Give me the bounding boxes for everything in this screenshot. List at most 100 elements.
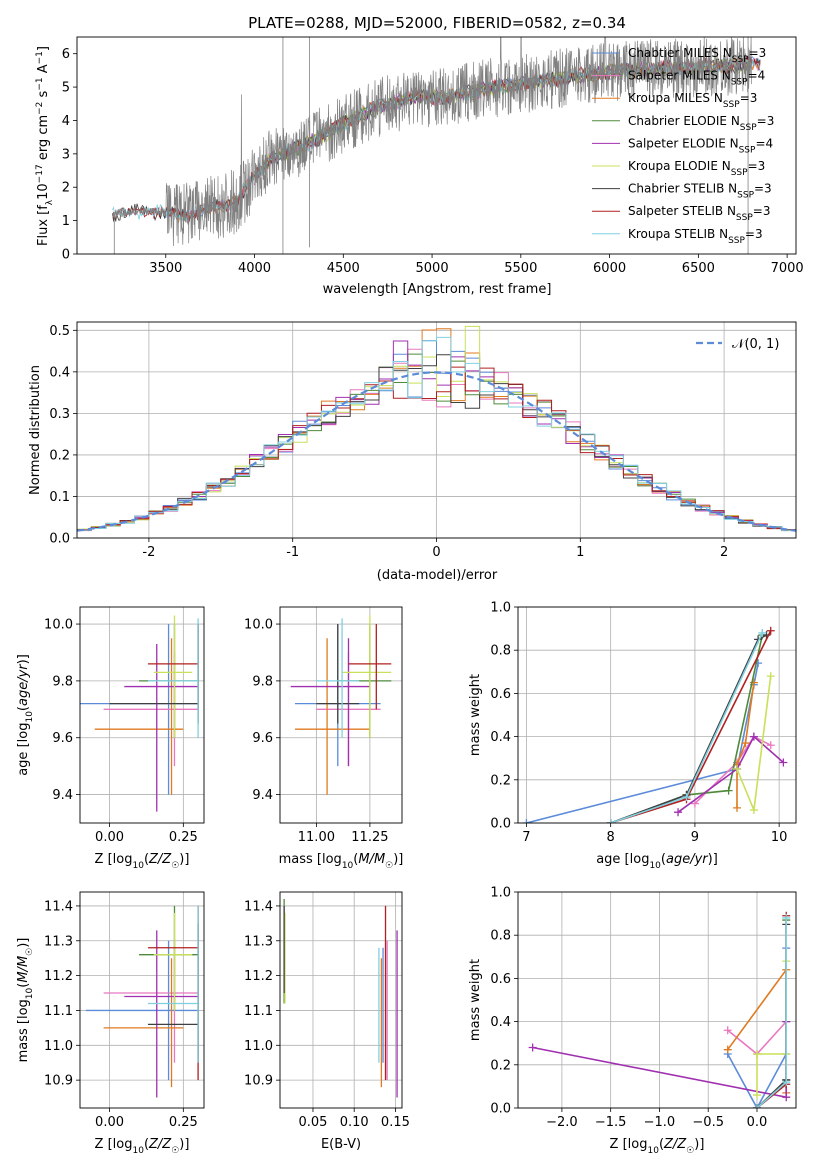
y-tick-label: 10.9: [244, 1074, 273, 1089]
legend-label: Chabrier STELIB NSSP=3: [628, 182, 772, 201]
label-part: ☉: [385, 861, 393, 871]
plot-area: [522, 626, 788, 823]
y-tick-label: 9.6: [52, 731, 73, 746]
weight-marker: [749, 806, 758, 815]
y-axis-label: mass [log10(M/M☉)]: [16, 938, 35, 1063]
weight-line: [756, 915, 787, 1108]
legend-label: Kroupa STELIB NSSP=3: [628, 227, 763, 246]
x-axis-label: (data-model)/error: [377, 568, 498, 583]
label-part: )]: [708, 852, 718, 867]
residual-panel: -2 -1 0 1 2 0.0 0.1 0.2 0.3 0.4 0.5 (data-model)/er…: [28, 321, 797, 583]
label-part: =3: [754, 182, 772, 196]
label-part: SSP: [731, 78, 748, 88]
error-point: [147, 905, 199, 1063]
label-part: Salpeter MILES N: [628, 69, 731, 83]
label-part: (: [16, 706, 31, 711]
weight-marker: [749, 732, 758, 741]
weight-marker: [782, 1078, 791, 1087]
label-part: =3: [757, 114, 775, 128]
x-tick-label: 5500: [504, 261, 537, 276]
x-tick-label: 0: [432, 545, 440, 560]
label-part: SSP: [728, 236, 745, 246]
x-tick-label: -2: [142, 545, 155, 560]
weight-marker: [758, 628, 767, 637]
x-tick-label: −2.0: [546, 1115, 578, 1130]
legend-label: Chabrier ELODIE NSSP=3: [628, 114, 774, 133]
y-tick-label: 0.8: [490, 644, 511, 659]
plot-area: [528, 911, 791, 1108]
label-part: age/yr: [666, 852, 709, 867]
error-point: [124, 930, 199, 1098]
x-tick-label: 0.00: [95, 1115, 124, 1130]
label-part: λ: [45, 199, 55, 205]
label-part: Z/Z: [148, 852, 172, 867]
weight-line: [756, 961, 787, 1095]
y-tick-label: 11.2: [244, 969, 273, 984]
legend-label: Kroupa ELODIE NSSP=3: [628, 159, 765, 178]
normal-curve: [77, 371, 796, 532]
plot-area: [77, 325, 796, 532]
label-part: 10: [25, 711, 35, 723]
x-axis-label: Z [log10(Z/Z☉)]: [95, 1137, 190, 1156]
x-tick-label: 6000: [593, 261, 626, 276]
y-tick-label: 10.0: [244, 618, 273, 633]
label-part: −1: [35, 51, 45, 64]
weight-marker: [674, 808, 683, 817]
label-part: age/yr: [16, 663, 31, 706]
legend-label: Chabtier MILES NSSP=3: [628, 46, 766, 65]
x-tick-label: −1.0: [644, 1115, 676, 1130]
y-axis-label: Flux [fλ10−17 erg cm−2 s−1 A−1]: [35, 46, 55, 246]
weight-line: [610, 634, 767, 823]
label-part: )]: [393, 852, 403, 867]
plot-area: [80, 615, 199, 812]
label-part: Z/Z: [663, 1137, 687, 1152]
label-part: Kroupa STELIB N: [628, 227, 728, 241]
label-part: =3: [745, 227, 763, 241]
error-point: [124, 643, 199, 812]
x-tick-label: 0.00: [95, 830, 124, 845]
y-tick-label: 11.1: [44, 1004, 73, 1019]
weight-marker: [723, 1045, 732, 1054]
x-tick-label: 11.25: [351, 830, 388, 845]
data-spectrum-line: [112, 37, 752, 247]
y-tick-label: 0.4: [490, 730, 511, 745]
label-part: SSP: [739, 145, 756, 155]
legend-label: Salpeter MILES NSSP=4: [628, 69, 765, 88]
label-part: (: [659, 1137, 664, 1152]
weight-marker: [752, 1104, 761, 1108]
label-part: −17: [35, 164, 45, 183]
x-tick-label: 1: [576, 545, 584, 560]
y-tick-label: 0.6: [490, 687, 511, 702]
y-axis-label: Normed distribution: [28, 365, 43, 495]
label-part: Flux [f: [36, 205, 51, 246]
x-axis-label: E(B-V): [321, 1137, 361, 1152]
error-point: [342, 615, 392, 738]
label-part: =3: [749, 46, 767, 60]
axes-frame: [79, 891, 205, 1109]
error-point: [316, 618, 360, 738]
y-tick-label: 1: [62, 214, 70, 229]
x-tick-label: −0.5: [692, 1115, 724, 1130]
error-point: [153, 615, 193, 738]
y-tick-label: 0.0: [490, 1102, 511, 1117]
axes-frame: [79, 606, 205, 824]
error-point: [153, 912, 193, 1011]
x-tick-label: 0.05: [298, 1115, 327, 1130]
label-part: age [log: [16, 723, 31, 776]
label-part: 10: [649, 861, 661, 871]
weight-line: [677, 735, 784, 813]
y-tick-label: 11.3: [244, 934, 273, 949]
label-part: )]: [694, 1137, 704, 1152]
x-axis-label: age [log10(age/yr)]: [596, 852, 718, 871]
label-part: SSP: [736, 213, 753, 223]
weight-marker: [779, 758, 788, 767]
y-tick-label: 0.0: [490, 817, 511, 832]
label-part: 10: [25, 987, 35, 999]
weight-marker: [782, 913, 791, 922]
y-tick-label: 9.6: [252, 731, 273, 746]
error-point: [103, 958, 184, 1088]
label-part: Kroupa ELODIE N: [628, 159, 731, 173]
y-tick-label: 0.6: [490, 972, 511, 987]
